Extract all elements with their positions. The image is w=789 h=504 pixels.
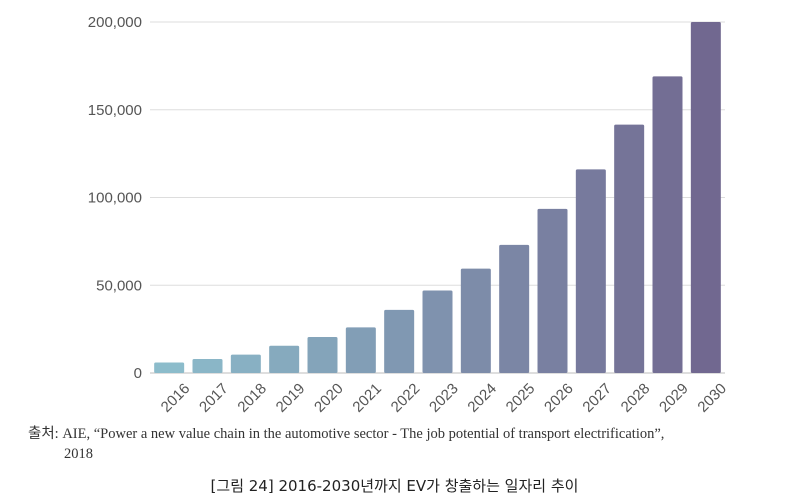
bar-2029 bbox=[652, 76, 683, 373]
bar-2030 bbox=[690, 22, 721, 373]
source-line-2: 2018 bbox=[64, 446, 93, 462]
x-tick-label: 2019 bbox=[273, 380, 309, 416]
x-tick-label: 2020 bbox=[311, 380, 347, 416]
x-tick-label: 2022 bbox=[388, 380, 424, 416]
bar-2026 bbox=[537, 208, 568, 373]
bar-2021 bbox=[345, 327, 376, 373]
x-tick-label: 2017 bbox=[196, 380, 232, 416]
bar-2018 bbox=[230, 354, 261, 373]
bar-2024 bbox=[460, 268, 491, 373]
x-tick-label: 2018 bbox=[234, 380, 270, 416]
y-axis-tick-labels: 0 50,000 100,000 150,000 200,000 bbox=[88, 14, 142, 382]
y-tick-label: 0 bbox=[134, 365, 142, 382]
bar-2019 bbox=[269, 345, 300, 373]
y-tick-label: 150,000 bbox=[88, 102, 142, 119]
y-tick-label: 200,000 bbox=[88, 14, 142, 31]
bar-2016 bbox=[154, 362, 185, 373]
x-tick-label: 2025 bbox=[503, 380, 539, 416]
x-tick-label: 2016 bbox=[158, 380, 194, 416]
bar-2022 bbox=[384, 309, 415, 373]
y-tick-label: 50,000 bbox=[96, 277, 142, 294]
x-tick-label: 2024 bbox=[464, 380, 500, 416]
source-line-1: 출처: AIE, “Power a new value chain in the… bbox=[28, 426, 665, 442]
x-tick-label: 2023 bbox=[426, 380, 462, 416]
source-note: 출처: AIE, “Power a new value chain in the… bbox=[28, 424, 783, 464]
bars bbox=[154, 22, 721, 373]
bar-2025 bbox=[499, 244, 530, 373]
x-tick-label: 2026 bbox=[541, 380, 577, 416]
bar-2017 bbox=[192, 358, 223, 373]
bar-2027 bbox=[575, 169, 606, 373]
figure-caption: [그림 24] 2016-2030년까지 EV가 창출하는 일자리 추이 bbox=[210, 477, 579, 495]
x-tick-label: 2029 bbox=[656, 380, 692, 416]
x-tick-label: 2028 bbox=[618, 380, 654, 416]
y-tick-label: 100,000 bbox=[88, 190, 142, 207]
bar-2020 bbox=[307, 337, 338, 373]
bar-2023 bbox=[422, 290, 453, 373]
bar-2028 bbox=[614, 124, 645, 373]
x-axis-tick-labels: 2016 2017 2018 2019 2020 2021 2022 2023 2024 2025… bbox=[158, 380, 730, 416]
x-tick-label: 2021 bbox=[349, 380, 385, 416]
x-tick-label: 2027 bbox=[579, 380, 615, 416]
x-tick-label: 2030 bbox=[694, 380, 730, 416]
